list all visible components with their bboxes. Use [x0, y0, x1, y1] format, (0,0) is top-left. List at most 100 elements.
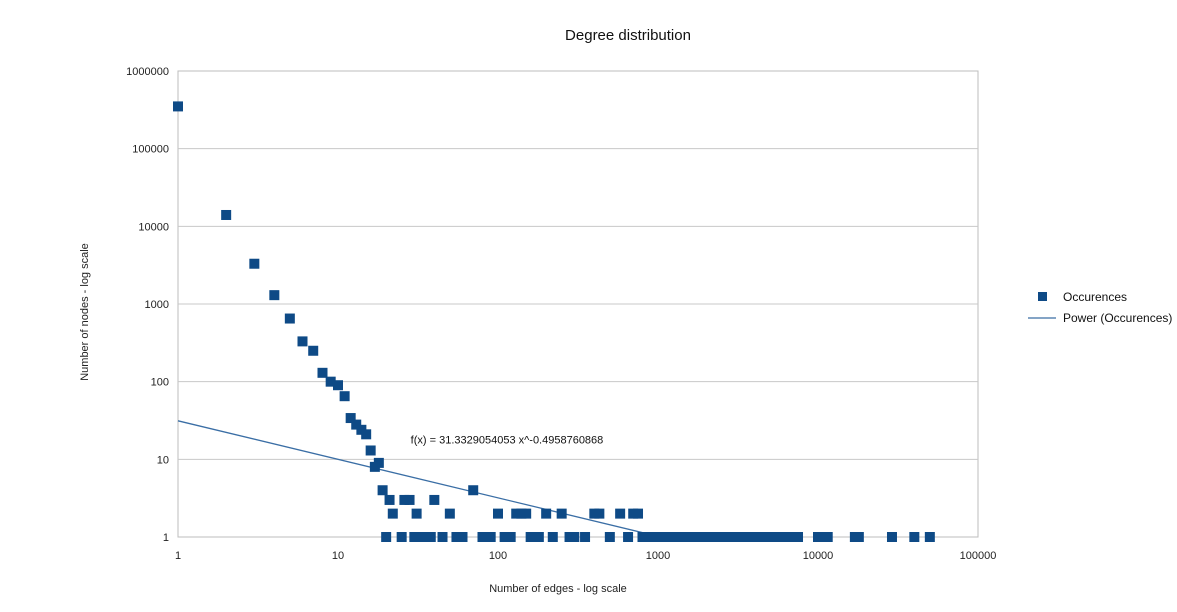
- data-point: [511, 508, 522, 519]
- y-tick-label: 10000: [138, 221, 169, 233]
- data-point: [589, 508, 600, 519]
- data-point: [623, 532, 634, 542]
- data-point: [886, 532, 897, 542]
- data-point: [284, 313, 295, 324]
- data-point: [556, 508, 567, 519]
- data-point: [221, 209, 232, 220]
- data-point: [755, 532, 766, 542]
- data-point: [615, 508, 626, 519]
- data-point: [308, 345, 319, 356]
- data-point: [645, 532, 656, 542]
- data-point: [377, 485, 388, 496]
- data-point: [779, 532, 790, 542]
- x-tick-label: 100: [489, 550, 507, 562]
- legend: Occurences Power (Occurences): [1028, 290, 1172, 325]
- data-point: [569, 532, 580, 542]
- data-point: [404, 494, 415, 505]
- data-point: [387, 508, 398, 519]
- data-point: [505, 532, 516, 542]
- x-tick-label: 10: [332, 550, 344, 562]
- x-tick-label: 1: [175, 550, 181, 562]
- data-point: [269, 290, 280, 301]
- y-tick-label: 1: [163, 532, 169, 544]
- data-point: [817, 532, 828, 542]
- data-point: [710, 532, 721, 542]
- data-point: [541, 508, 552, 519]
- data-point: [399, 494, 410, 505]
- x-tick-label: 100000: [960, 550, 997, 562]
- data-point: [749, 532, 760, 542]
- data-point: [671, 532, 682, 542]
- data-point: [521, 508, 532, 519]
- data-point: [525, 532, 536, 542]
- data-point: [173, 101, 183, 112]
- data-point: [767, 532, 778, 542]
- data-point: [853, 532, 864, 542]
- data-point: [396, 532, 407, 542]
- data-point: [793, 532, 804, 542]
- data-point: [704, 532, 715, 542]
- data-point: [716, 532, 727, 542]
- data-point: [444, 508, 455, 519]
- data-point: [317, 367, 328, 378]
- legend-marker-occurences: [1038, 292, 1047, 301]
- data-point: [786, 532, 797, 542]
- data-point: [633, 508, 644, 519]
- data-point: [477, 532, 488, 542]
- data-point: [409, 532, 420, 542]
- data-point: [365, 445, 376, 456]
- x-axis-label: Number of edges - log scale: [489, 583, 627, 595]
- chart-title: Degree distribution: [565, 27, 691, 44]
- data-point: [333, 380, 343, 391]
- x-tick-label: 1000: [646, 550, 670, 562]
- x-tick-label: 10000: [803, 550, 834, 562]
- data-point: [533, 532, 544, 542]
- data-point: [761, 532, 772, 542]
- data-point: [297, 336, 308, 347]
- data-point: [773, 532, 784, 542]
- data-point: [499, 532, 510, 542]
- data-point: [339, 391, 350, 402]
- trendline-equation: f(x) = 31.3329054053 x^-0.4958760868: [411, 435, 604, 447]
- legend-label-power: Power (Occurences): [1063, 311, 1172, 325]
- legend-label-occurences: Occurences: [1063, 290, 1127, 304]
- data-point: [580, 532, 591, 542]
- data-point: [325, 376, 336, 387]
- data-point: [681, 532, 692, 542]
- data-point: [451, 532, 462, 542]
- y-axis-label: Number of nodes - log scale: [79, 243, 91, 381]
- y-axis-ticks: 1 10 100 1000 10000 100000 1000000: [126, 66, 169, 544]
- data-point: [742, 532, 753, 542]
- gridlines: [178, 148, 978, 460]
- data-point: [437, 532, 448, 542]
- annotation-layer: f(x) = 31.3329054053 x^-0.4958760868: [411, 435, 604, 447]
- data-point: [384, 494, 395, 505]
- data-point: [361, 429, 372, 440]
- data-point: [729, 532, 740, 542]
- data-point: [468, 485, 479, 496]
- y-tick-label: 10: [157, 454, 169, 466]
- data-point: [373, 457, 384, 468]
- data-point: [604, 532, 615, 542]
- data-point: [351, 419, 362, 430]
- data-point: [665, 532, 676, 542]
- data-point: [411, 508, 422, 519]
- data-point: [493, 508, 503, 519]
- scatter-points: [173, 101, 935, 542]
- data-point: [594, 508, 605, 519]
- data-point: [909, 532, 920, 542]
- y-tick-label: 1000: [145, 299, 169, 311]
- data-point: [249, 258, 260, 269]
- data-point: [924, 532, 935, 542]
- data-point: [418, 532, 429, 542]
- data-point: [659, 532, 670, 542]
- y-tick-label: 100: [151, 377, 169, 389]
- data-point: [689, 532, 700, 542]
- data-point: [345, 413, 356, 424]
- data-point: [822, 532, 833, 542]
- data-point: [485, 532, 496, 542]
- y-tick-label: 100000: [132, 144, 169, 156]
- data-point: [735, 532, 746, 542]
- x-axis-ticks: 1 10 100 1000 10000 100000: [175, 550, 996, 562]
